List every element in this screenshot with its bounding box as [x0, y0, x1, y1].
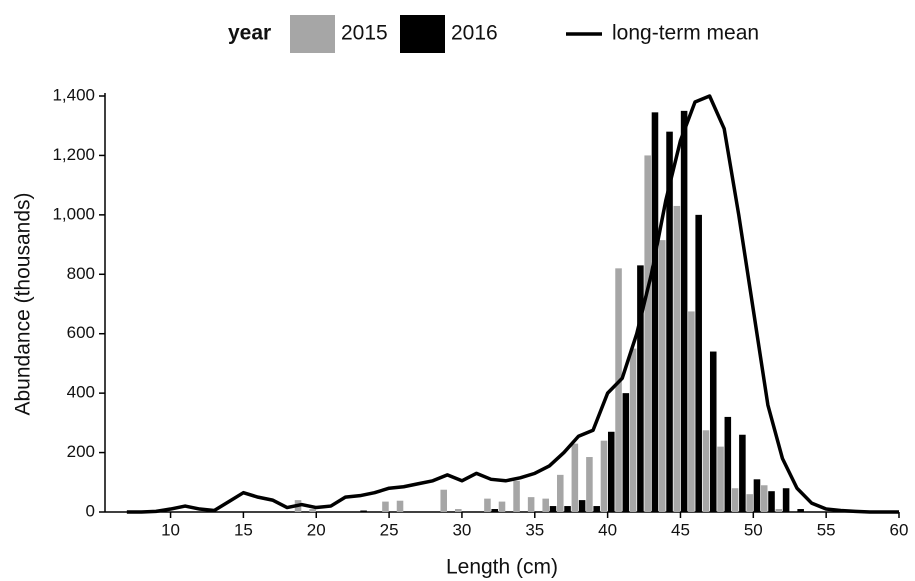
- bar: [651, 112, 659, 512]
- bar: [615, 268, 622, 512]
- x-tick-label: 30: [452, 520, 471, 539]
- bar: [709, 351, 717, 512]
- bar: [491, 509, 498, 512]
- bar: [717, 446, 724, 512]
- x-tick-label: 35: [525, 520, 544, 539]
- x-tick-label: 60: [890, 520, 909, 539]
- y-tick-label: 0: [86, 501, 95, 520]
- bar: [768, 491, 775, 512]
- y-tick-label: 1,400: [52, 85, 95, 104]
- bar: [455, 509, 462, 512]
- bar: [680, 110, 688, 512]
- bar: [440, 489, 448, 512]
- bar: [513, 480, 520, 512]
- bar: [637, 265, 644, 512]
- x-axis-title: Length (cm): [446, 556, 558, 579]
- bar: [571, 443, 579, 512]
- bar: [644, 155, 651, 512]
- x-tick-label: 10: [161, 520, 180, 539]
- bar: [658, 240, 666, 512]
- bar: [760, 485, 768, 512]
- bar: [739, 434, 746, 512]
- x-tick-label: 40: [598, 520, 617, 539]
- bar: [556, 474, 564, 512]
- y-tick-label: 200: [67, 442, 95, 461]
- bar: [309, 509, 316, 512]
- bar: [629, 348, 637, 512]
- bar: [673, 205, 681, 512]
- bar: [600, 440, 608, 512]
- y-tick-label: 1,000: [52, 204, 95, 223]
- bar: [688, 311, 695, 512]
- x-tick-label: 25: [380, 520, 399, 539]
- line: [126, 94, 899, 514]
- bar: [622, 393, 630, 512]
- bar: [498, 501, 506, 512]
- bar: [542, 498, 549, 512]
- x-tick-label: 45: [671, 520, 690, 539]
- bar: [724, 416, 732, 512]
- legend-swatch: [400, 15, 445, 53]
- bar: [702, 430, 710, 512]
- bar: [775, 509, 783, 512]
- y-tick-label: 400: [67, 383, 95, 402]
- y-tick-label: 600: [67, 323, 95, 342]
- bar: [586, 457, 593, 512]
- y-tick-label: 1,200: [52, 145, 95, 164]
- legend-swatch: [290, 15, 335, 53]
- y-tick-label: 800: [67, 264, 95, 283]
- bar: [382, 501, 389, 512]
- bar: [731, 488, 739, 512]
- bar: [564, 506, 571, 512]
- bar: [578, 500, 586, 512]
- bar: [396, 500, 404, 512]
- bar: [753, 479, 761, 512]
- bar: [484, 498, 491, 512]
- bar: [607, 431, 615, 512]
- x-tick-label: 55: [817, 520, 836, 539]
- legend-label: long-term mean: [612, 22, 759, 45]
- legend-label: 2016: [451, 22, 498, 45]
- bar: [782, 488, 790, 512]
- bar: [695, 214, 702, 512]
- x-tick-label: 15: [234, 520, 253, 539]
- y-axis-title: Abundance (thousands): [12, 193, 35, 416]
- bar: [746, 494, 753, 512]
- bar: [527, 497, 535, 512]
- bar: [360, 510, 367, 512]
- legend-label: 2015: [341, 22, 388, 45]
- x-tick-label: 50: [744, 520, 763, 539]
- bar: [593, 506, 600, 512]
- x-tick-label: 20: [307, 520, 326, 539]
- bar: [797, 509, 804, 512]
- bar: [666, 131, 673, 512]
- legend-title: year: [228, 22, 271, 45]
- bar: [549, 506, 557, 512]
